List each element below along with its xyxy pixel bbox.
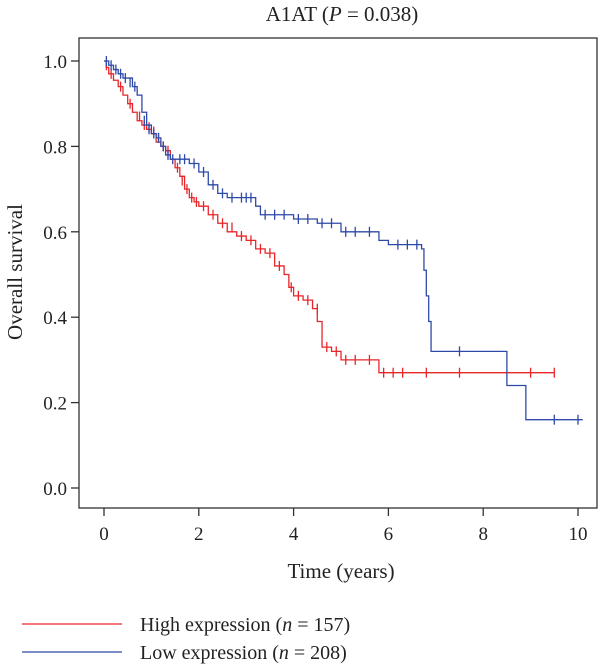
y-tick-label: 0.4	[43, 308, 67, 329]
y-axis-title: Overall survival	[3, 204, 27, 340]
x-tick-label: 8	[478, 524, 488, 545]
y-tick-label: 0.6	[43, 223, 67, 244]
chart-title: A1AT (P = 0.038)	[266, 2, 419, 26]
y-tick-label: 0.8	[43, 137, 67, 158]
survival-curve	[104, 60, 583, 421]
series-layer	[104, 56, 583, 425]
x-axis-title: Time (years)	[287, 559, 394, 583]
y-axis: 0.0 0.2 0.4 0.6 0.8 1.0	[43, 52, 79, 500]
legend: High expression (n = 157) Low expression …	[22, 614, 350, 664]
y-tick-label: 0.2	[43, 394, 67, 415]
x-tick-label: 2	[194, 524, 204, 545]
x-tick-label: 6	[384, 524, 394, 545]
y-tick-label: 1.0	[43, 52, 67, 73]
x-axis: 0 2 4 6 8 10	[99, 508, 588, 545]
series-0	[104, 60, 555, 378]
plot-frame	[78, 37, 598, 509]
y-tick-label: 0.0	[43, 479, 67, 500]
chart-title-prefix: A1AT (	[266, 2, 329, 26]
legend-label: High expression (n = 157)	[140, 614, 350, 636]
x-tick-label: 10	[569, 524, 588, 545]
series-1	[104, 56, 583, 425]
legend-label: Low expression (n = 208)	[140, 642, 347, 664]
chart-title-suffix: = 0.038)	[342, 2, 419, 26]
x-tick-label: 4	[289, 524, 299, 545]
chart-title-p: P	[328, 2, 342, 26]
x-tick-label: 0	[99, 524, 109, 545]
survival-curve	[104, 60, 555, 374]
